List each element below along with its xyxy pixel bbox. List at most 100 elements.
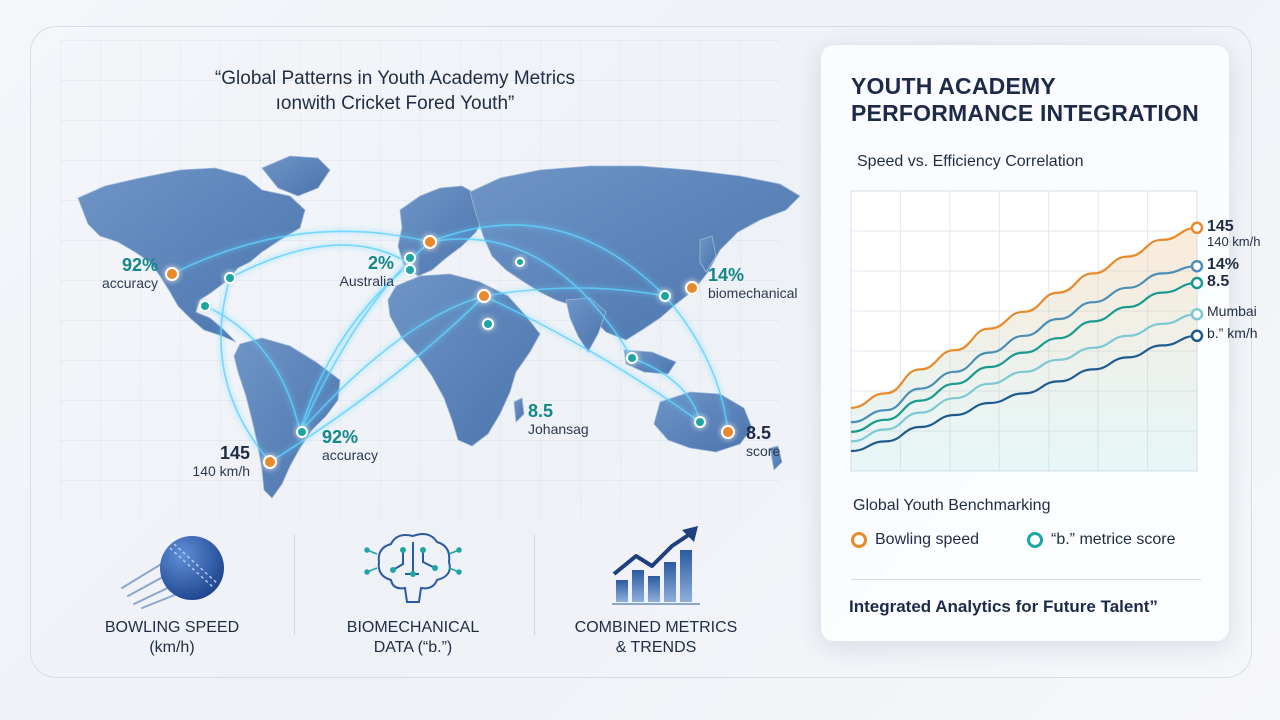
europe [397, 185, 487, 277]
node-orange [263, 455, 277, 469]
map-label-sub: accuracy [101, 274, 158, 291]
chart-area-fill [851, 227, 1197, 471]
chart-end-label-value: Mumbai [1207, 303, 1257, 320]
node-teal [224, 272, 236, 284]
panel-footer: Integrated Analytics for Future Talent” [849, 597, 1158, 616]
map-label-value: 14% [708, 265, 745, 285]
chart-end-label-value: 8.5 [1207, 273, 1230, 290]
map-label-value: 2% [367, 253, 394, 273]
map-label-sub: Johansag [528, 420, 589, 437]
panel-title-line1: YOUTH ACADEMY [851, 73, 1056, 99]
chart-series-line-4 [850, 334, 1198, 453]
chart-end-label-value: b.” km/h [1207, 324, 1258, 341]
panel-divider [851, 579, 1201, 580]
feature-combined-metrics: COMBINED METRICS & TRENDS [556, 520, 756, 658]
map-label-sub: accuracy [322, 446, 379, 463]
chart-end-label: Mumbai [1207, 303, 1257, 320]
chart-series-end-point-1 [1190, 259, 1204, 273]
chart-end-label-value: 14% [1207, 256, 1240, 274]
legend-orange-dot [851, 532, 867, 548]
performance-panel: YOUTH ACADEMY PERFORMANCE INTEGRATION Sp… [820, 44, 1260, 642]
map-label-south-america-speed: 145 140 km/h [176, 443, 250, 479]
map-label-africa: 8.5 Johansag [528, 401, 589, 437]
chart-end-label: 145 140 km/h [1207, 218, 1260, 250]
node-teal [296, 426, 308, 438]
chart-series-line-3 [850, 313, 1198, 443]
feature-divider [294, 535, 295, 635]
chart-subtitle: Speed vs. Efficiency Correlation [857, 153, 1084, 170]
legend-teal-dot [1027, 532, 1043, 548]
feature-bowling-speed: BOWLING SPEED (km/h) [72, 520, 272, 658]
legend-bowling-speed: Bowling speed [851, 531, 979, 549]
chart-series-line-0 [850, 226, 1198, 409]
map-title-line1: “Global Patterns in Youth Academy Metric… [214, 68, 576, 89]
legend-label: Bowling speed [875, 531, 980, 548]
node-teal [404, 264, 416, 276]
feature-label-line2: & TRENDS [615, 639, 697, 656]
correlation-chart [850, 190, 1204, 472]
legend-metric-score: “b.” metrice score [1027, 531, 1175, 549]
japan [699, 235, 717, 273]
greenland [261, 155, 331, 197]
map-label-value: 8.5 [528, 401, 554, 421]
connection-arcs [171, 224, 729, 463]
chart-series-end-point-2 [1190, 276, 1204, 290]
map-label-sub: 140 km/h [192, 462, 250, 479]
madagascar [513, 397, 525, 423]
map-label-north-america: 92% accuracy [84, 255, 158, 291]
node-orange [165, 267, 179, 281]
continents [77, 155, 801, 499]
cricket-ball-icon [72, 520, 272, 610]
feature-label: BOWLING SPEED (km/h) [72, 618, 272, 658]
node-teal [199, 300, 211, 312]
chart-end-label-sub: 140 km/h [1207, 234, 1261, 250]
brain-circuit-icon [313, 520, 513, 610]
north-america [77, 167, 306, 343]
bar-chart-trend-icon [556, 520, 756, 610]
map-label-australia: 8.5 score [746, 423, 781, 459]
node-orange [477, 289, 491, 303]
feature-label-line1: BOWLING SPEED [104, 619, 240, 636]
map-label-sub: score [746, 442, 781, 459]
map-label-sub: biomechanical [708, 284, 798, 301]
chart-series-line-2 [850, 281, 1198, 433]
map-label-europe: 2% Australia [320, 253, 394, 289]
map-label-value: 145 [219, 443, 250, 463]
node-teal [626, 352, 638, 364]
feature-divider [534, 535, 535, 635]
panel-title-line2: PERFORMANCE INTEGRATION [851, 100, 1199, 126]
legend-label: “b.” metrice score [1051, 531, 1176, 548]
map-label-asia: 14% biomechanical [708, 265, 798, 301]
africa [387, 273, 541, 447]
chart-end-label: b.” km/h [1207, 324, 1258, 341]
chart-end-label: 8.5 [1207, 273, 1229, 291]
feature-label-line1: COMBINED METRICS [574, 619, 738, 636]
asia [469, 165, 801, 341]
node-orange [685, 281, 699, 295]
map-title-line2: ıonwith Cricket Fored Youth” [275, 93, 515, 114]
node-teal [404, 252, 416, 264]
feature-label-line2: DATA (“b.”) [373, 639, 453, 656]
map-title: “Global Patterns in Youth Academy Metric… [160, 66, 630, 116]
chart-series-end-point-3 [1190, 307, 1204, 321]
map-label-value: 92% [121, 255, 158, 275]
feature-label: BIOMECHANICAL DATA (“b.”) [313, 618, 513, 658]
node-teal [482, 318, 494, 330]
world-map [77, 155, 801, 499]
node-orange [721, 425, 735, 439]
chart-end-label-value: 145 [1207, 217, 1234, 235]
node-teal [694, 416, 706, 428]
node-teal [515, 257, 525, 267]
feature-label-line1: BIOMECHANICAL [346, 619, 480, 636]
south-america [233, 337, 341, 499]
panel-title: YOUTH ACADEMY PERFORMANCE INTEGRATION [851, 73, 1211, 127]
outer-frame [30, 26, 1252, 678]
benchmark-title: Global Youth Benchmarking [853, 497, 1051, 514]
map-label-value: 92% [322, 427, 359, 447]
map-label-value: 8.5 [746, 423, 772, 443]
chart-series-end-point-0 [1190, 221, 1204, 235]
feature-biomechanical: BIOMECHANICAL DATA (“b.”) [313, 520, 513, 658]
chart-end-label: 14% [1207, 256, 1239, 274]
feature-label-line2: (km/h) [149, 639, 195, 656]
node-teal [659, 290, 671, 302]
